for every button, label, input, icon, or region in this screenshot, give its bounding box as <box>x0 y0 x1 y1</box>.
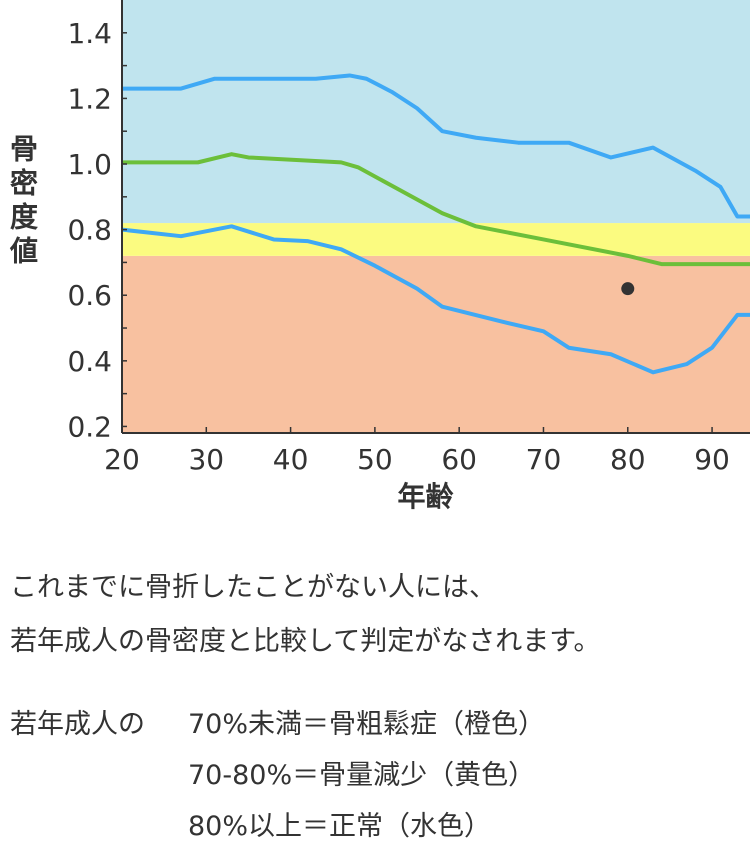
x-tick-label: 40 <box>273 443 309 476</box>
criteria-prefix: 若年成人の <box>10 709 145 740</box>
series-line-2 <box>121 224 750 375</box>
explanation-line-1: これまでに骨折したことがない人には、 <box>10 572 496 603</box>
series-line-0 <box>122 73 750 219</box>
y-tick-label: 0.8 <box>67 214 112 247</box>
x-tick-label: 60 <box>441 443 477 476</box>
y-tick-label: 0.4 <box>67 345 112 378</box>
x-tick-label: 70 <box>526 443 562 476</box>
band-0 <box>122 255 750 433</box>
criteria-osteopenia: 70-80%＝骨量減少（黄色） <box>188 760 536 791</box>
x-tick-label: 90 <box>694 443 730 476</box>
series-line-1 <box>122 152 750 267</box>
x-axis-label: 年齢 <box>397 480 453 513</box>
y-tick-label: 1.4 <box>67 17 112 50</box>
band-2 <box>122 0 750 224</box>
x-tick-label: 80 <box>610 443 646 476</box>
y-tick-label: 0.6 <box>67 279 112 312</box>
criteria-normal: 80%以上＝正常（水色） <box>188 811 492 842</box>
x-tick-label: 20 <box>104 443 140 476</box>
bone-density-chart: 0.2 0.4 0.6 0.8 1.0 1.2 1.4 20 30 40 50 60 70 80 90 年齢 <box>67 0 750 513</box>
x-tick-label: 30 <box>188 443 224 476</box>
y-tick-label: 0.2 <box>67 410 112 443</box>
y-axis-label: 骨密度値 <box>6 134 39 270</box>
patient-marker <box>621 282 635 296</box>
y-tick-label: 1.2 <box>67 82 112 115</box>
explanation-line-2: 若年成人の骨密度と比較して判定がなされます。 <box>10 626 601 657</box>
x-tick-label: 50 <box>357 443 393 476</box>
y-tick-label: 1.0 <box>67 148 112 181</box>
criteria-osteoporosis: 70%未満＝骨粗鬆症（橙色） <box>188 709 546 740</box>
